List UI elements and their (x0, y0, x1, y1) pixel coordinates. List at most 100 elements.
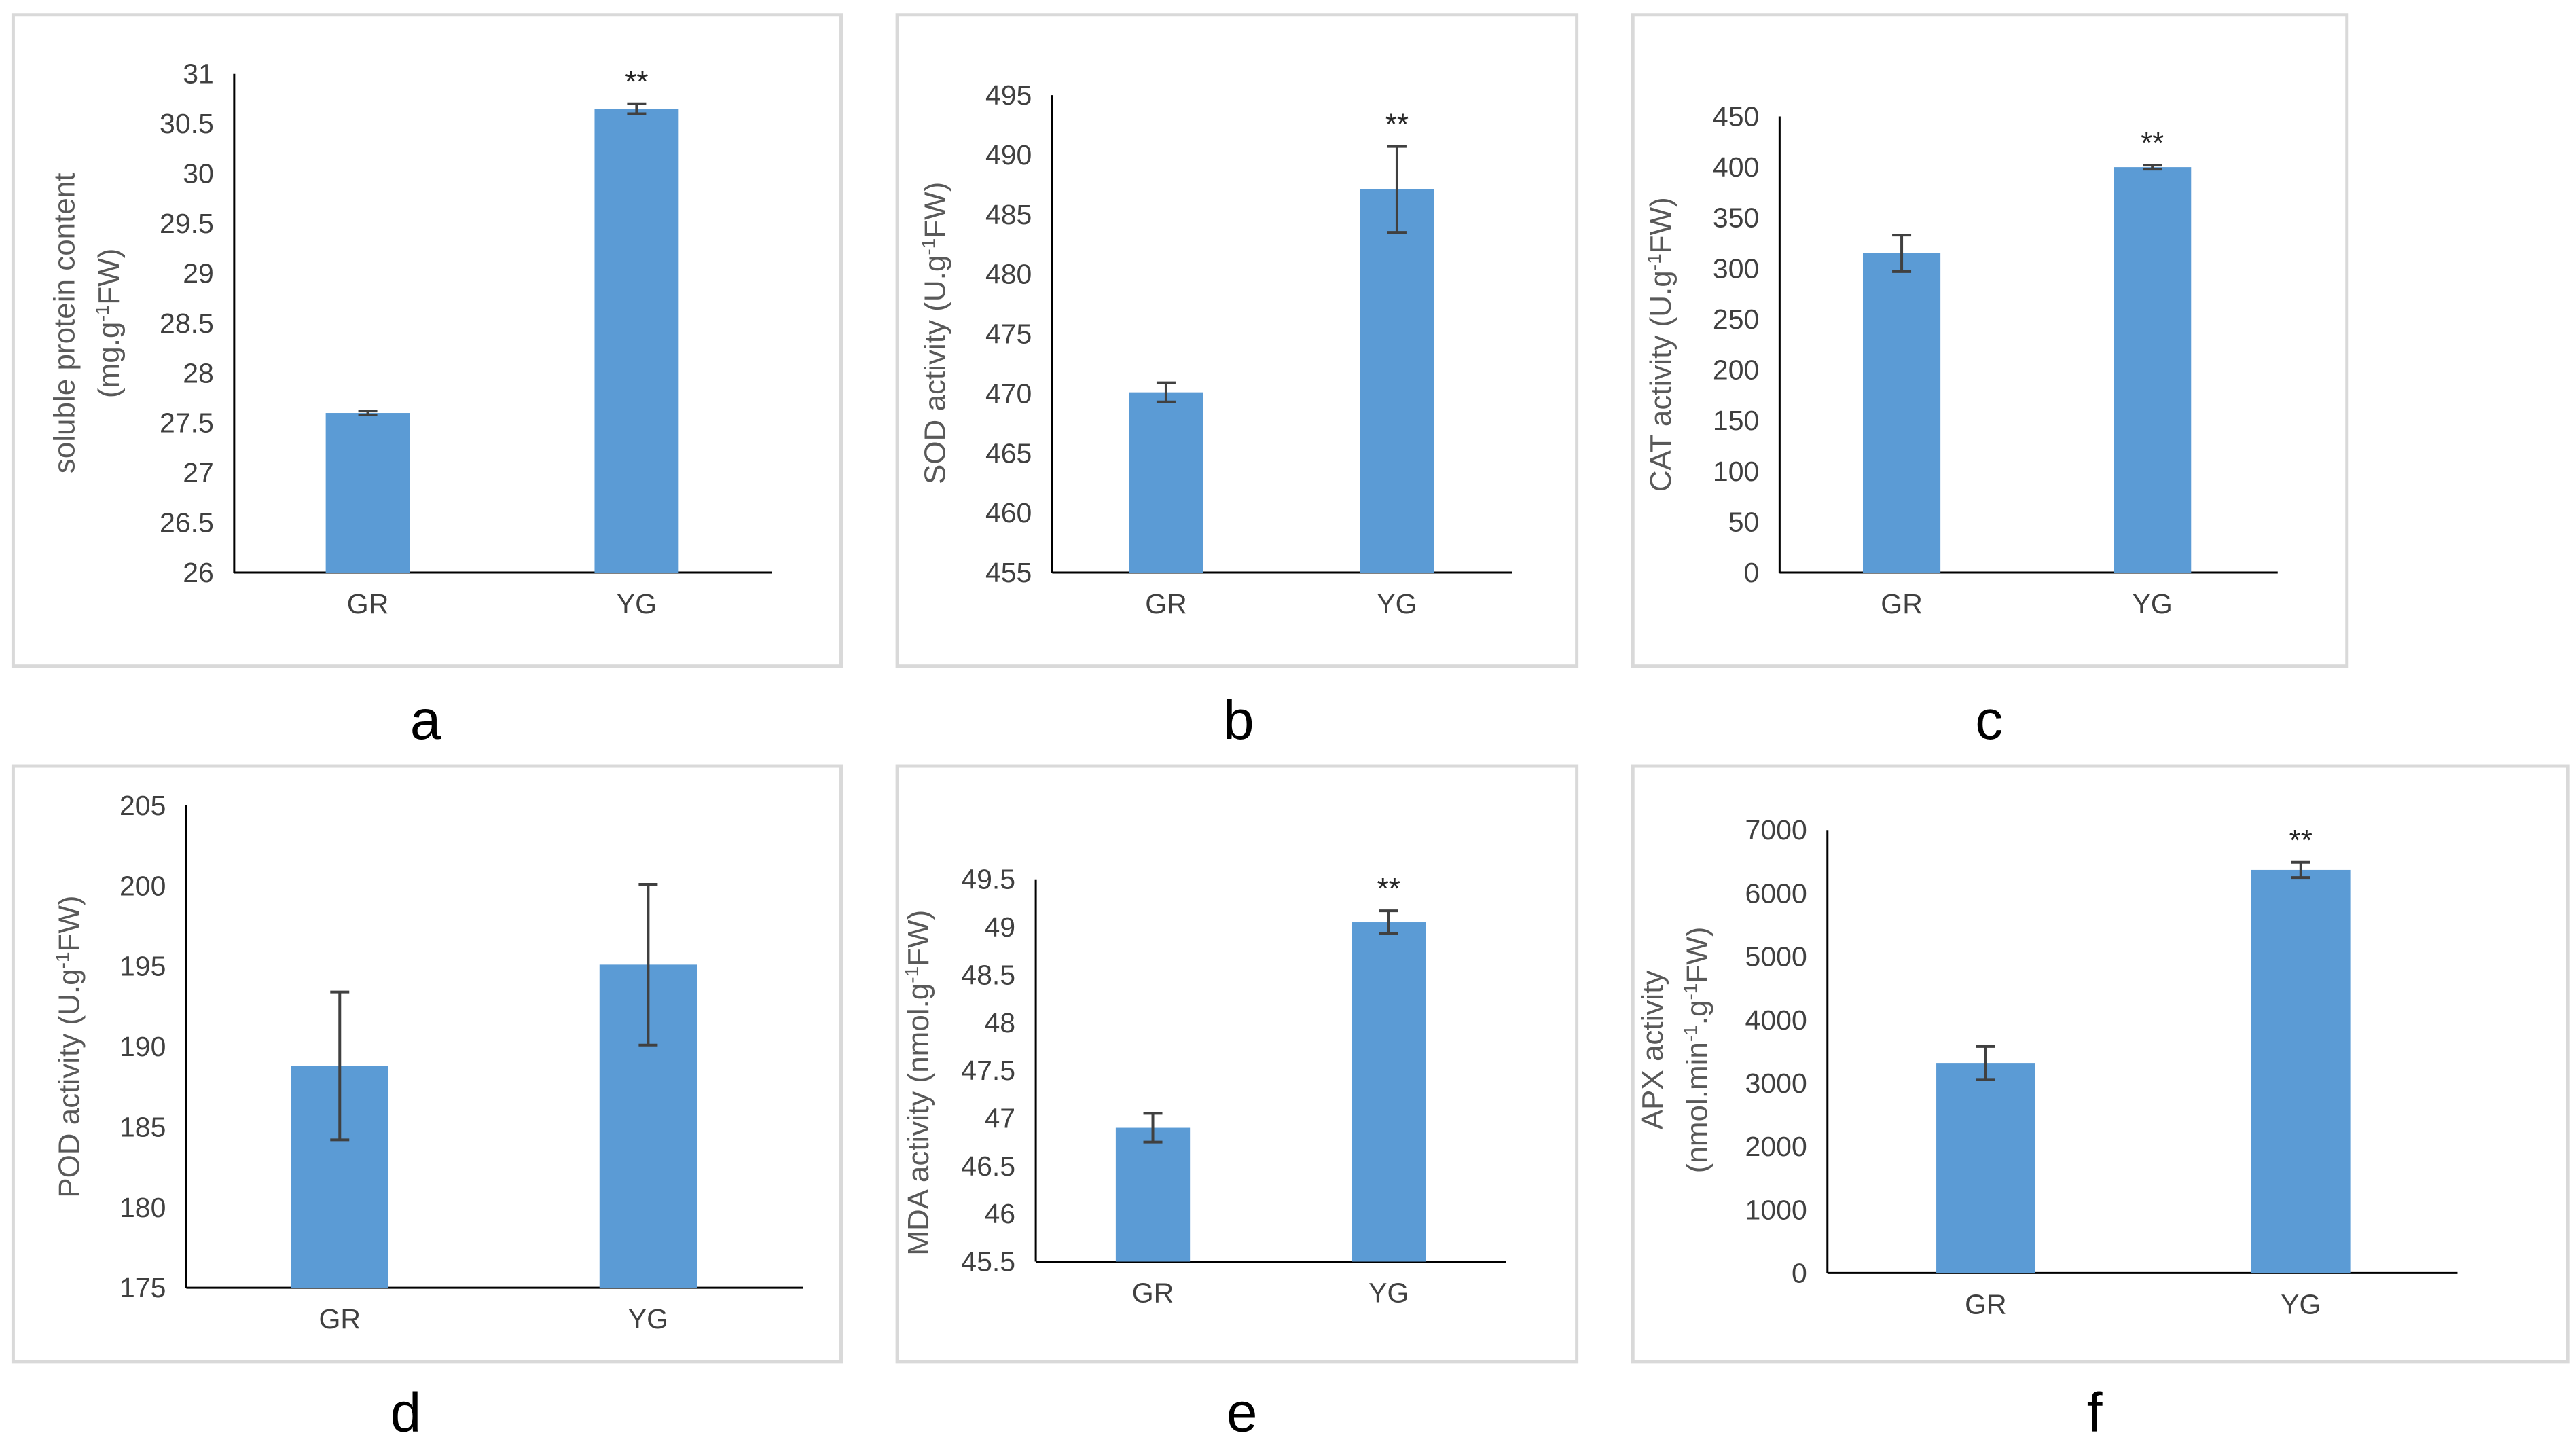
y-tick-label: 3000 (1745, 1068, 1807, 1099)
bar-gr[interactable] (1115, 1127, 1191, 1262)
y-tick-label: 190 (120, 1031, 166, 1062)
bar-yg[interactable] (1352, 922, 1426, 1262)
y-tick-label: 455 (985, 557, 1032, 588)
panel-letter: f (2087, 1381, 2103, 1443)
bar-yg[interactable] (594, 109, 679, 573)
y-tick-label: 7000 (1745, 814, 1807, 846)
panel-frame (1631, 13, 2349, 668)
panel-frame (11, 764, 843, 1364)
y-tick-label: 495 (985, 79, 1032, 111)
x-category-label: YG (2133, 588, 2173, 619)
y-tick-label: 5000 (1745, 941, 1807, 973)
bar-gr[interactable] (325, 413, 410, 573)
y-tick-label: 205 (120, 790, 166, 821)
panel-b: 455 460 465 470 475 480 485 490 495 GR YG ** SOD act… (895, 13, 1579, 751)
y-axis-label: (nmol.min-1.g-1FW) (1680, 927, 1714, 1174)
bar-yg[interactable] (2251, 869, 2351, 1273)
panel-c: 0 50 100 150 200 250 300 350 400 450 GR YG ** CAT act… (1631, 13, 2349, 751)
y-tick-label: 6000 (1745, 877, 1807, 909)
x-category-label: GR (1145, 588, 1187, 619)
y-tick-label: 150 (1713, 405, 1759, 436)
y-tick-label: 47.5 (961, 1055, 1015, 1086)
y-tick-label: 475 (985, 319, 1032, 350)
y-axis-label: (mg.g-1FW) (91, 249, 126, 398)
y-tick-label: 31 (183, 58, 214, 90)
y-axis-label: CAT activity (U.g-1FW) (1644, 197, 1678, 492)
y-tick-label: 45.5 (961, 1246, 1015, 1277)
y-tick-label: 2000 (1745, 1131, 1807, 1162)
y-tick-label: 29.5 (160, 208, 214, 239)
significance-marker: ** (2289, 824, 2312, 857)
y-axis-label: SOD activity (U.g-1FW) (918, 182, 952, 484)
y-tick-label: 48.5 (961, 959, 1015, 990)
panel-letter: d (391, 1381, 422, 1443)
panel-d: 175 180 185 190 195 200 205 GR YG POD activity (U… (11, 764, 843, 1443)
y-tick-label: 46 (984, 1198, 1015, 1229)
y-tick-label: 1000 (1745, 1194, 1807, 1225)
y-axis-label: POD activity (U.g-1FW) (52, 895, 86, 1197)
y-tick-label: 450 (1713, 101, 1759, 132)
y-tick-label: 30.5 (160, 108, 214, 139)
bar-gr[interactable] (1129, 392, 1203, 573)
y-tick-label: 46.5 (961, 1150, 1015, 1182)
y-tick-label: 465 (985, 437, 1032, 469)
y-tick-label: 30 (183, 158, 214, 189)
y-tick-label: 27 (183, 457, 214, 488)
y-tick-label: 185 (120, 1111, 166, 1142)
panel-letter: a (410, 689, 441, 751)
y-tick-label: 350 (1713, 202, 1759, 234)
y-tick-label: 4000 (1745, 1004, 1807, 1036)
y-tick-label: 47 (984, 1102, 1015, 1134)
y-tick-label: 0 (1744, 557, 1760, 588)
y-tick-label: 200 (1713, 355, 1759, 386)
x-category-label: YG (1377, 588, 1417, 619)
y-tick-label: 460 (985, 497, 1032, 528)
y-tick-label: 0 (1792, 1257, 1807, 1288)
panel-frame (11, 13, 843, 668)
x-category-label: YG (617, 588, 657, 619)
significance-marker: ** (1385, 108, 1409, 141)
bar-yg[interactable] (2114, 167, 2192, 573)
y-tick-label: 470 (985, 378, 1032, 409)
y-tick-label: 490 (985, 139, 1032, 170)
y-tick-label: 50 (1728, 506, 1760, 537)
y-tick-label: 480 (985, 259, 1032, 290)
significance-marker: ** (625, 65, 648, 98)
panel-e: 45.5 46 46.5 47 47.5 48 48.5 49 49.5 GR YG ** MDA ac… (895, 764, 1579, 1443)
x-category-label: YG (2281, 1288, 2321, 1320)
y-tick-label: 26 (183, 557, 214, 588)
panel-letter: e (1227, 1381, 1258, 1443)
y-tick-label: 200 (120, 870, 166, 901)
x-category-label: YG (628, 1303, 668, 1335)
y-axis-label: MDA activity (nmol.g-1FW) (901, 910, 936, 1256)
y-tick-label: 49.5 (961, 864, 1015, 895)
y-tick-label: 28 (183, 357, 214, 388)
panel-f: 0 1000 2000 3000 4000 5000 6000 7000 GR YG ** APX a… (1631, 764, 2570, 1443)
y-tick-label: 400 (1713, 151, 1759, 183)
y-tick-label: 195 (120, 951, 166, 982)
y-tick-label: 100 (1713, 456, 1759, 487)
x-category-label: GR (1132, 1277, 1174, 1309)
x-category-label: GR (347, 588, 389, 619)
bar-gr[interactable] (1862, 253, 1941, 573)
panel-frame (1631, 764, 2570, 1364)
y-tick-label: 27.5 (160, 407, 214, 439)
panel-a: 26 26.5 27 27.5 28 28.5 29 29.5 30 30.5 31 GR YG ** so… (11, 13, 843, 751)
x-category-label: GR (1965, 1288, 2007, 1320)
significance-marker: ** (1377, 872, 1400, 905)
panel-letter: b (1223, 689, 1254, 751)
bar-gr[interactable] (1936, 1063, 2035, 1273)
x-category-label: YG (1368, 1277, 1409, 1309)
y-tick-label: 28.5 (160, 308, 214, 339)
y-tick-label: 49 (984, 911, 1015, 943)
y-tick-label: 180 (120, 1192, 166, 1223)
y-tick-label: 175 (120, 1272, 166, 1303)
bar-yg[interactable] (1360, 189, 1434, 573)
x-category-label: GR (319, 1303, 361, 1335)
x-category-label: GR (1881, 588, 1923, 619)
y-tick-label: 48 (984, 1007, 1015, 1038)
y-tick-label: 250 (1713, 304, 1759, 335)
significance-marker: ** (2141, 126, 2164, 160)
y-tick-label: 300 (1713, 253, 1759, 284)
